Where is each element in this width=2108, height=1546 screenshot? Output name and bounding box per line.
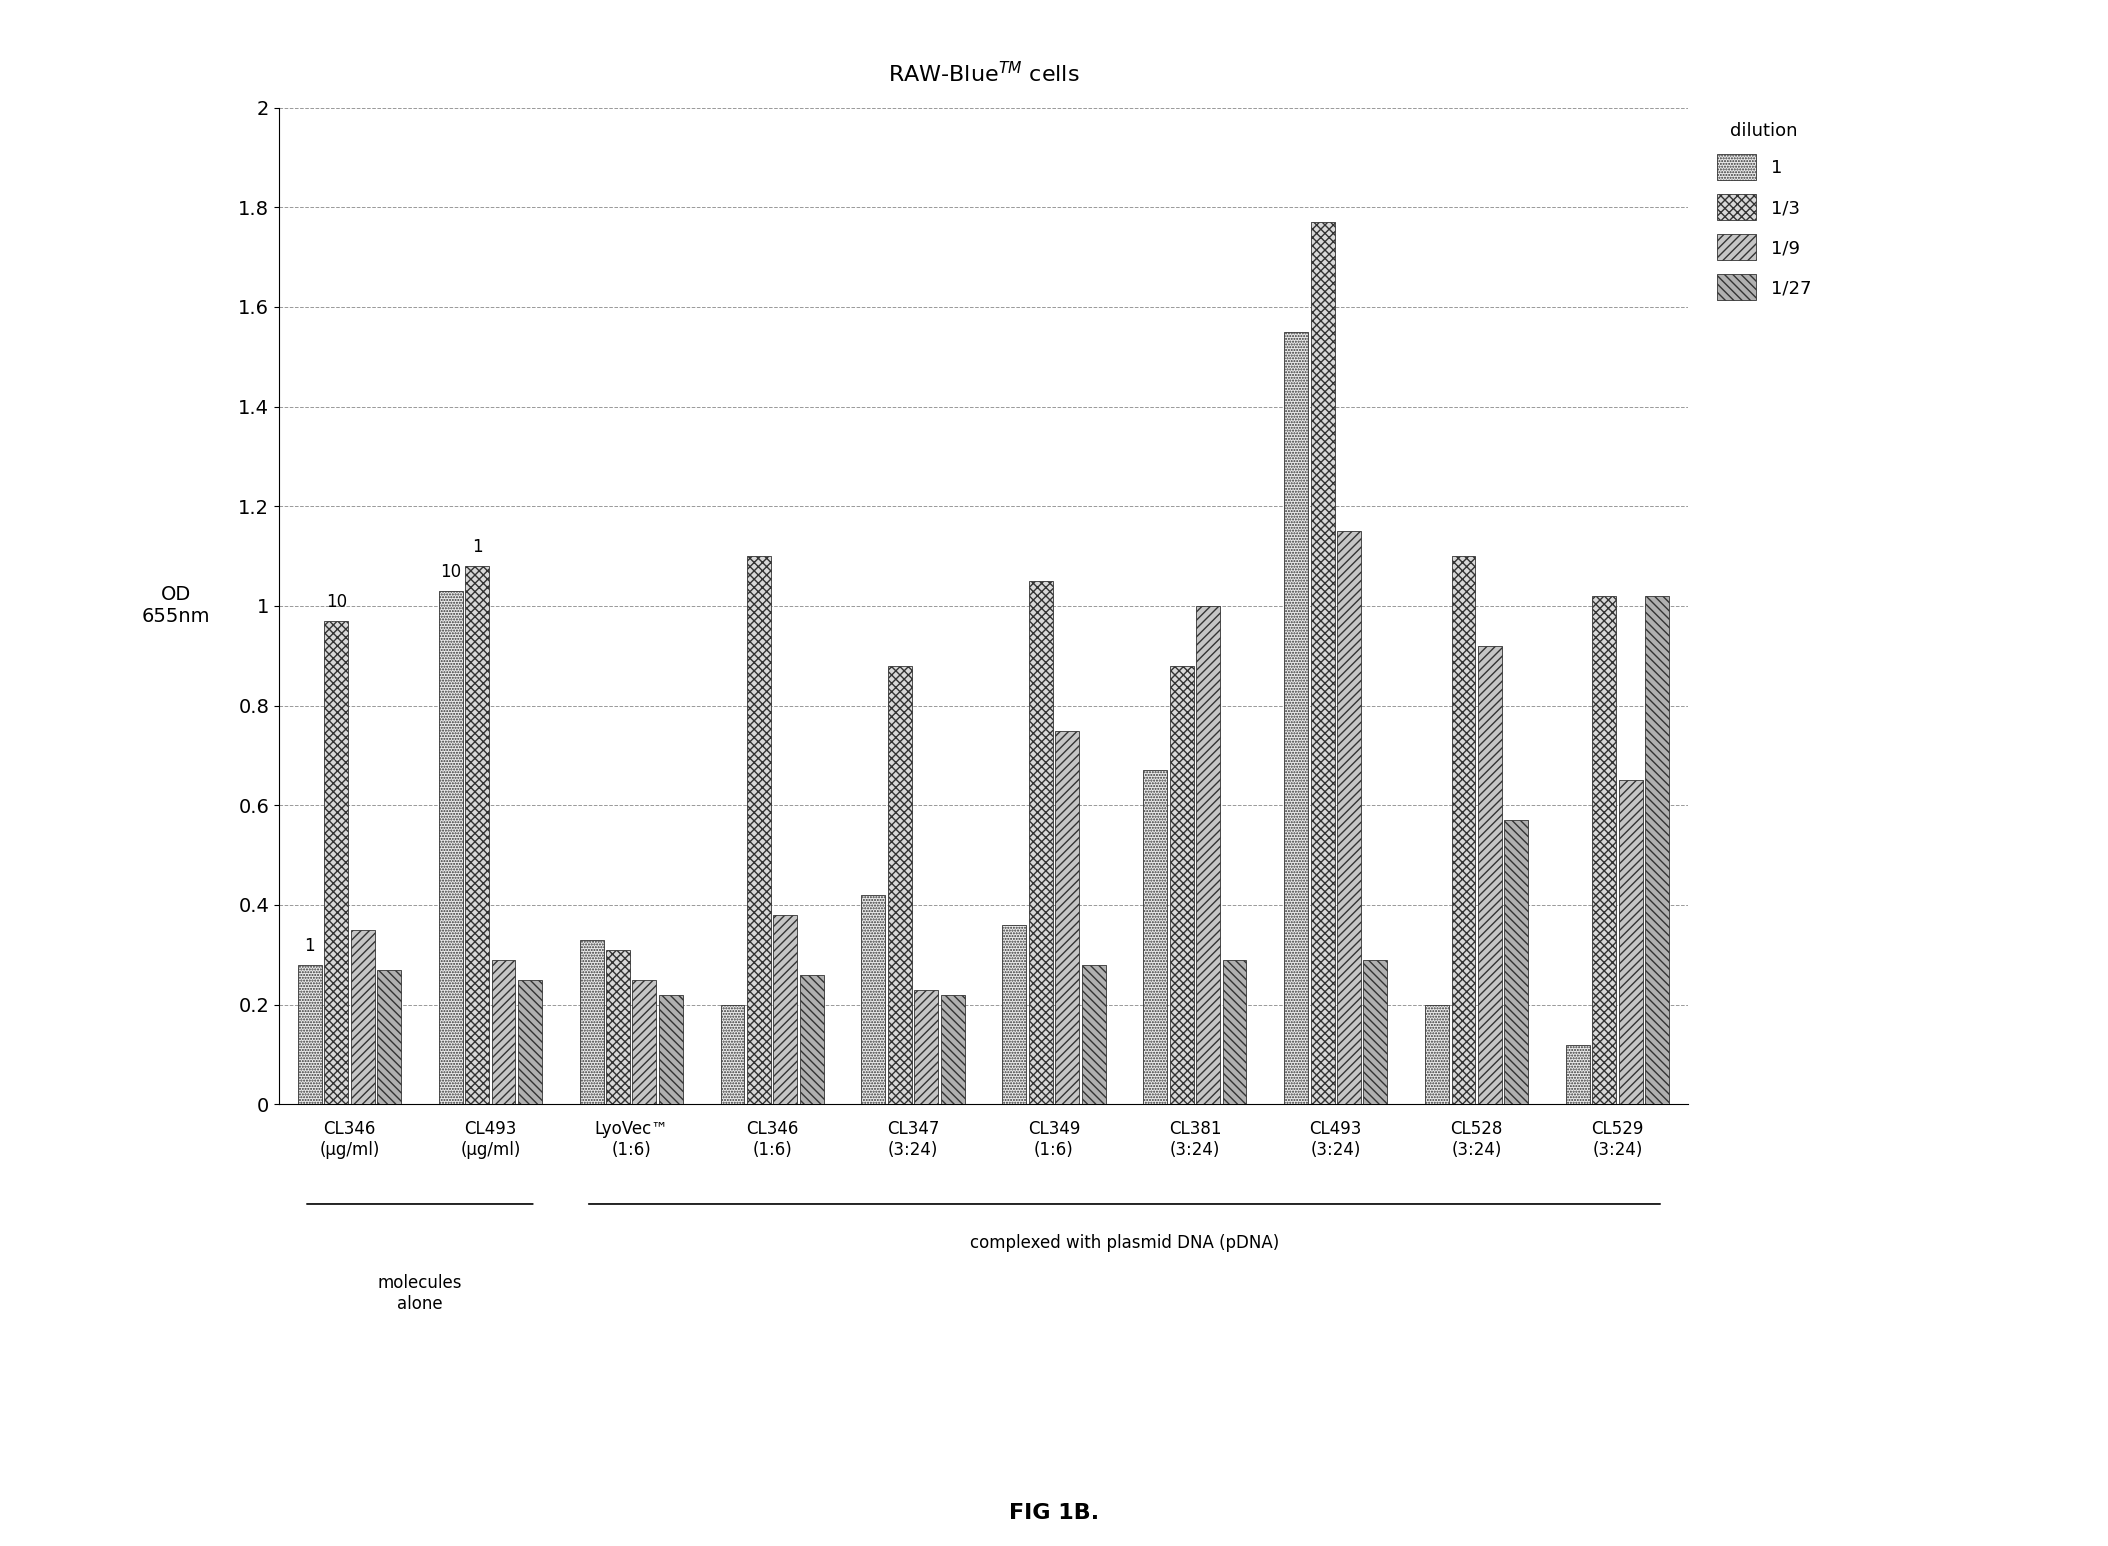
Bar: [774, 915, 797, 1104]
Bar: [466, 566, 489, 1104]
Bar: [1505, 821, 1528, 1104]
Text: molecules
alone: molecules alone: [377, 1274, 462, 1313]
Bar: [1646, 595, 1670, 1104]
Bar: [1478, 646, 1501, 1104]
Bar: [491, 960, 516, 1104]
Bar: [377, 969, 401, 1104]
Bar: [519, 980, 542, 1104]
Bar: [915, 989, 938, 1104]
Title: RAW-Blue$^{TM}$ cells: RAW-Blue$^{TM}$ cells: [887, 62, 1079, 87]
Bar: [799, 974, 824, 1104]
Bar: [1056, 731, 1079, 1104]
Bar: [1029, 581, 1052, 1104]
Bar: [1081, 965, 1105, 1104]
Text: 1: 1: [304, 937, 314, 955]
Bar: [1195, 606, 1221, 1104]
Bar: [1223, 960, 1246, 1104]
Bar: [297, 965, 323, 1104]
Bar: [1619, 781, 1642, 1104]
Bar: [1364, 960, 1387, 1104]
Bar: [1003, 925, 1027, 1104]
Bar: [607, 949, 630, 1104]
Bar: [438, 591, 462, 1104]
Text: complexed with plasmid DNA (pDNA): complexed with plasmid DNA (pDNA): [970, 1234, 1280, 1252]
Bar: [1592, 595, 1617, 1104]
Bar: [1425, 1005, 1448, 1104]
Bar: [1143, 770, 1168, 1104]
Text: 10: 10: [441, 563, 462, 581]
Bar: [632, 980, 656, 1104]
Bar: [325, 621, 348, 1104]
Bar: [1311, 223, 1334, 1104]
Bar: [862, 895, 885, 1104]
Bar: [1452, 557, 1476, 1104]
Bar: [721, 1005, 744, 1104]
Bar: [580, 940, 603, 1104]
Bar: [746, 557, 772, 1104]
Y-axis label: OD
655nm: OD 655nm: [141, 586, 211, 626]
Bar: [1336, 532, 1362, 1104]
Legend: 1, 1/3, 1/9, 1/27: 1, 1/3, 1/9, 1/27: [1712, 116, 1817, 306]
Bar: [660, 994, 683, 1104]
Text: 1: 1: [472, 538, 483, 557]
Bar: [1170, 666, 1193, 1104]
Bar: [887, 666, 913, 1104]
Text: 10: 10: [325, 594, 346, 611]
Text: FIG 1B.: FIG 1B.: [1010, 1503, 1098, 1523]
Bar: [940, 994, 965, 1104]
Bar: [1284, 332, 1309, 1104]
Bar: [1566, 1045, 1589, 1104]
Bar: [350, 929, 375, 1104]
